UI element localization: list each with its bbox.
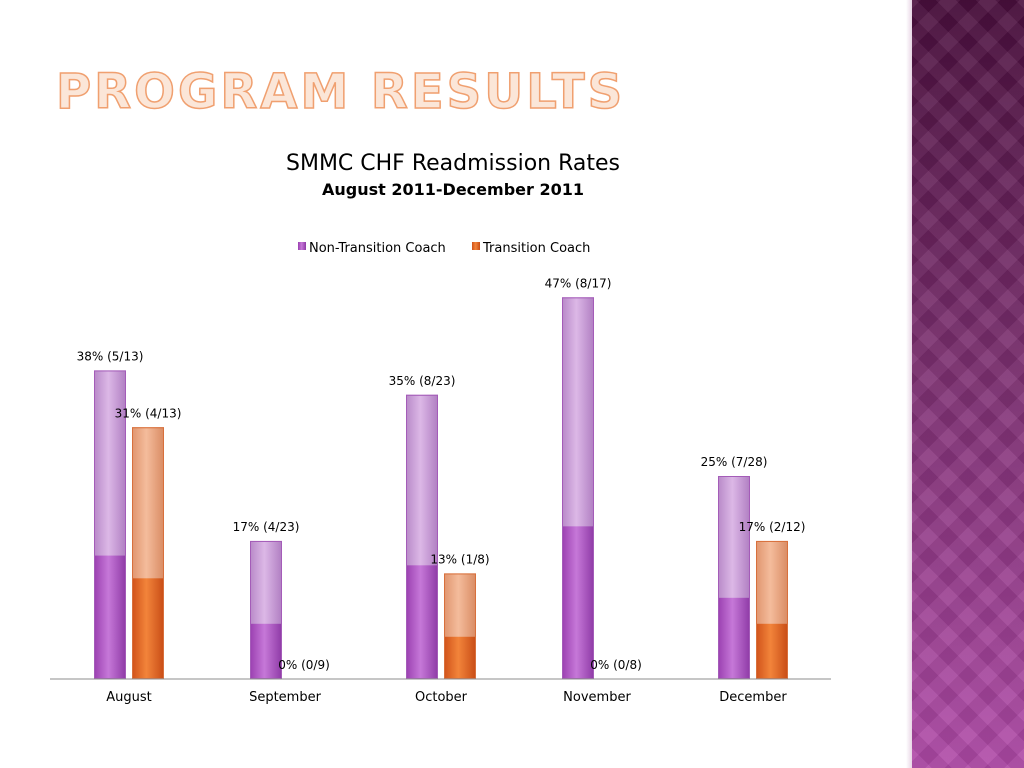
legend-swatch-non-transition — [298, 242, 306, 250]
x-axis-ticks: August September October November December — [106, 690, 787, 705]
data-label-transition-november: 0% (0/8) — [590, 658, 642, 672]
bar-transition-october — [444, 573, 476, 679]
data-label-transition-august: 31% (4/13) — [115, 406, 182, 420]
side-panel-decoration — [912, 0, 1024, 768]
bar-non-transition-august — [94, 370, 126, 679]
bar-non-transition-november — [562, 297, 594, 679]
legend-label-non-transition: Non-Transition Coach — [309, 241, 446, 256]
bars-layer — [94, 297, 788, 680]
data-label-transition-october: 13% (1/8) — [430, 552, 489, 566]
x-tick-december: December — [719, 690, 787, 705]
data-labels-layer: 38% (5/13) 31% (4/13) 17% (4/23) 0% (0/9) 35… — [77, 276, 806, 672]
x-tick-august: August — [106, 690, 152, 705]
data-label-non-transition-august: 38% (5/13) — [77, 349, 144, 363]
data-label-transition-december: 17% (2/12) — [739, 520, 806, 534]
data-label-non-transition-september: 17% (4/23) — [233, 520, 300, 534]
x-tick-september: September — [249, 690, 322, 705]
x-tick-november: November — [563, 690, 631, 705]
bar-transition-december — [756, 540, 788, 680]
chart-legend: Non-Transition Coach Transition Coach — [298, 241, 590, 256]
slide-title: Program Results — [55, 63, 626, 121]
legend-label-transition: Transition Coach — [482, 241, 590, 256]
chart-subtitle: August 2011-December 2011 — [322, 180, 584, 199]
bar-non-transition-october — [406, 394, 438, 679]
data-label-non-transition-december: 25% (7/28) — [701, 455, 768, 469]
bar-non-transition-september — [250, 540, 282, 680]
x-tick-october: October — [415, 690, 468, 705]
data-label-non-transition-november: 47% (8/17) — [545, 276, 612, 290]
side-panel-edge — [906, 0, 912, 768]
data-label-transition-september: 0% (0/9) — [278, 658, 330, 672]
chart-title: SMMC CHF Readmission Rates — [286, 151, 620, 176]
readmission-chart: SMMC CHF Readmission Rates August 2011-D… — [50, 151, 831, 705]
bar-non-transition-december — [718, 476, 750, 679]
legend-swatch-transition — [472, 242, 480, 250]
bar-transition-august — [132, 427, 164, 679]
data-label-non-transition-october: 35% (8/23) — [389, 374, 456, 388]
